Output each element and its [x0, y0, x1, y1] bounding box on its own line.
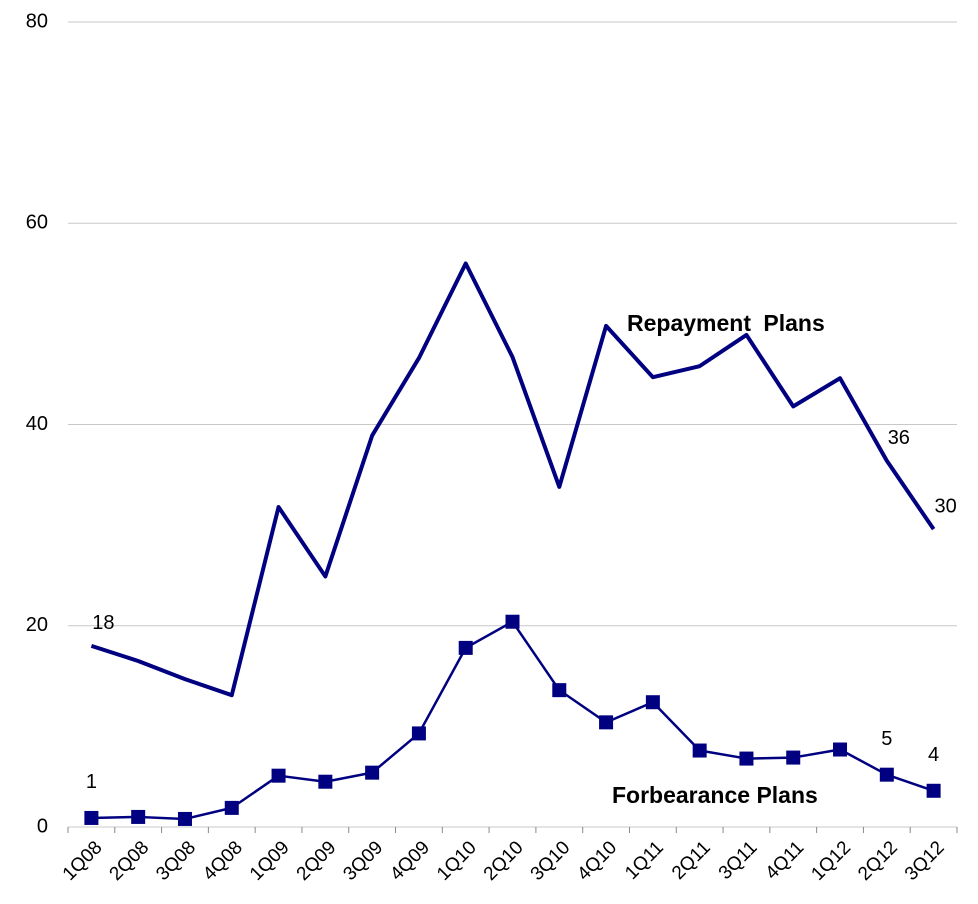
marker [926, 783, 941, 798]
x-tick-label: 3Q09 [339, 837, 387, 885]
series-line [90, 261, 936, 698]
x-tick-label: 3Q12 [901, 837, 949, 885]
marker [552, 683, 567, 698]
x-tick-label: 2Q08 [106, 837, 154, 885]
value-label: 1 [86, 771, 97, 793]
x-tick-label: 1Q11 [621, 837, 668, 884]
x-tick-label: 1Q08 [59, 837, 107, 885]
x-tick-label: 2Q09 [293, 837, 341, 885]
y-tick-label: 20 [26, 614, 48, 636]
y-tick-label: 0 [37, 815, 48, 837]
y-tick-label: 40 [26, 413, 48, 435]
x-tick-label: 4Q09 [386, 837, 434, 885]
x-tick-label: 4Q08 [199, 837, 247, 885]
x-tick-label: 4Q11 [762, 837, 809, 884]
series-name: Forbearance Plans [612, 782, 818, 808]
x-tick-label: 2Q11 [668, 837, 715, 884]
x-tick-label: 2Q12 [854, 837, 902, 885]
marker [177, 811, 192, 826]
marker [84, 810, 99, 825]
series-name: Repayment Plans [627, 310, 825, 336]
marker [645, 695, 660, 710]
x-tick-label: 1Q09 [246, 837, 294, 885]
marker [318, 774, 333, 789]
x-tick-label: 3Q10 [527, 837, 575, 885]
marker [505, 614, 520, 629]
marker [739, 751, 754, 766]
marker [365, 765, 380, 780]
value-label: 4 [928, 744, 939, 766]
x-tick-label: 4Q10 [573, 837, 621, 885]
marker [458, 640, 473, 655]
marker [786, 750, 801, 765]
marker [271, 768, 286, 783]
y-tick-label: 80 [26, 10, 48, 32]
y-tick-label: 60 [26, 212, 48, 234]
x-tick-label: 3Q08 [152, 837, 200, 885]
value-label: 30 [934, 495, 956, 517]
marker [833, 742, 848, 757]
marker [224, 800, 239, 815]
value-label: 5 [881, 728, 892, 750]
x-tick-label: 1Q12 [807, 837, 855, 885]
value-label: 36 [888, 427, 910, 449]
value-label: 18 [92, 612, 114, 634]
x-tick-label: 2Q10 [480, 837, 528, 885]
marker [131, 809, 146, 824]
marker [599, 715, 614, 730]
x-tick-label: 3Q11 [715, 837, 762, 884]
marker [692, 743, 707, 758]
marker [411, 726, 426, 741]
x-tick-label: 1Q10 [433, 837, 481, 885]
marker [879, 767, 894, 782]
